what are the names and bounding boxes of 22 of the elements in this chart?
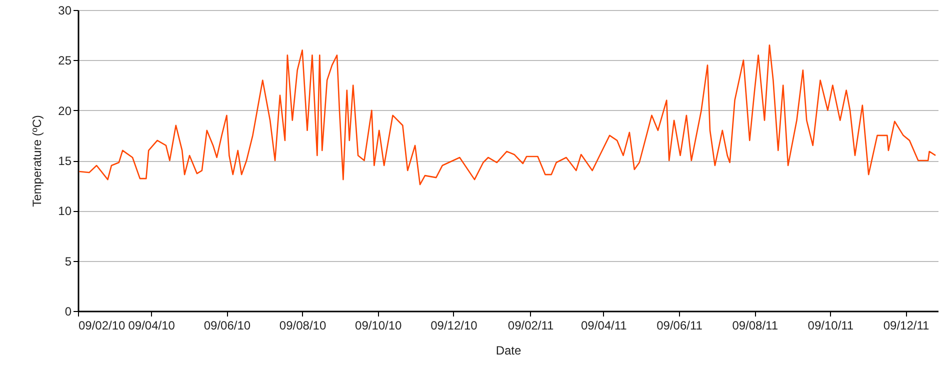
x-tick-label: 09/08/10 bbox=[279, 318, 326, 332]
x-tick-label: 09/12/10 bbox=[430, 318, 478, 332]
x-tick-label: 09/06/11 bbox=[656, 318, 703, 332]
y-tick-label: 15 bbox=[58, 154, 72, 168]
x-tick-label: 09/06/10 bbox=[204, 318, 251, 332]
x-tick-label: 09/02/11 bbox=[508, 318, 554, 332]
x-tick-label: 09/10/10 bbox=[355, 318, 402, 332]
y-tick-label: 30 bbox=[58, 4, 72, 18]
x-tick-label: 09/02/10 bbox=[78, 318, 126, 332]
line-series bbox=[78, 44, 936, 186]
x-axis-title: Date bbox=[496, 344, 522, 358]
y-tick-label: 5 bbox=[64, 254, 72, 268]
y-tick-label: 10 bbox=[58, 204, 72, 218]
x-tick-label: 09/04/10 bbox=[128, 318, 176, 332]
y-tick-label: 20 bbox=[58, 104, 72, 118]
y-tick-label: 25 bbox=[58, 54, 72, 68]
y-tick-label: 0 bbox=[64, 304, 72, 318]
y-axis-title: Temperature (ºC) bbox=[30, 115, 44, 207]
x-tick-label: 09/10/11 bbox=[808, 318, 854, 332]
x-tick-label: 09/04/11 bbox=[581, 318, 628, 332]
x-tick-label: 09/12/11 bbox=[883, 318, 930, 332]
x-tick-label: 09/08/11 bbox=[732, 318, 778, 332]
